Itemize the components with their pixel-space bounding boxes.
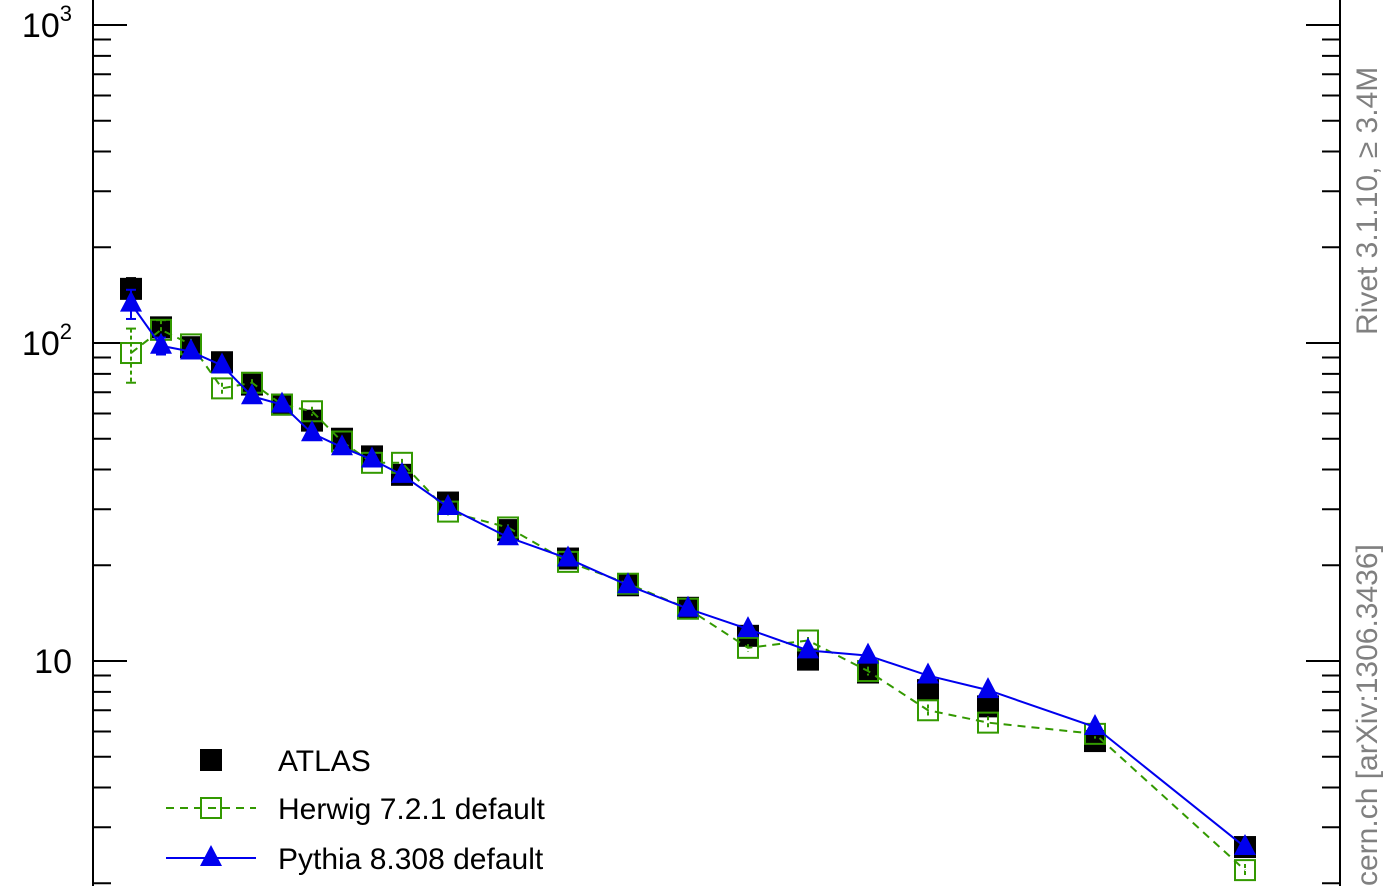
data-point — [917, 699, 939, 722]
series-line — [130, 303, 1246, 848]
data-point — [241, 383, 263, 405]
data-point — [677, 595, 699, 617]
data-point — [977, 677, 999, 699]
data-point — [617, 572, 639, 594]
data-point — [361, 446, 383, 468]
data-point — [917, 662, 939, 684]
data-point — [1084, 714, 1106, 736]
data-point — [331, 434, 353, 456]
legend-label: ATLAS — [278, 745, 371, 778]
data-point — [557, 545, 579, 567]
y-tick-label: 103 — [22, 1, 72, 45]
legend-label: Pythia 8.308 default — [278, 843, 544, 876]
data-point — [977, 695, 999, 718]
data-point — [211, 377, 233, 400]
data-point — [737, 616, 759, 638]
series-2 — [120, 288, 1256, 856]
rivet-version-label: Rivet 3.1.10, ≥ 3.4M — [1351, 67, 1384, 335]
legend-marker — [200, 845, 222, 866]
data-point — [391, 461, 413, 483]
series-line — [130, 328, 1246, 871]
data-point — [120, 290, 142, 312]
legend-item-2: Pythia 8.308 default — [166, 843, 544, 876]
axis-ticks — [93, 24, 1340, 885]
y-tick-exponent: 3 — [60, 1, 72, 26]
y-tick-exponent: 2 — [60, 319, 72, 344]
series-layer — [120, 277, 1256, 882]
data-point — [1234, 834, 1256, 856]
y-tick-base: 10 — [22, 325, 60, 363]
data-point — [1084, 730, 1106, 753]
data-point — [797, 637, 819, 659]
y-tick-label: 102 — [22, 319, 72, 363]
data-point — [977, 711, 999, 734]
data-point — [917, 679, 939, 702]
legend-label: Herwig 7.2.1 default — [278, 793, 545, 826]
legend-item-1: Herwig 7.2.1 default — [166, 793, 545, 826]
source-reference-label: cern.ch [arXiv:1306.3436] — [1351, 544, 1384, 886]
legend-item-0: ATLAS — [200, 745, 371, 778]
data-point — [497, 524, 519, 546]
data-point — [211, 352, 233, 374]
data-point — [857, 661, 879, 684]
legend-marker — [200, 797, 222, 819]
data-point — [857, 642, 879, 664]
data-point — [150, 332, 172, 354]
data-point — [1234, 859, 1256, 882]
legend-marker — [200, 749, 222, 771]
data-point — [180, 338, 202, 360]
axes-frame — [92, 0, 1341, 886]
y-tick-base: 10 — [34, 643, 72, 681]
y-tick-base: 10 — [22, 7, 60, 45]
data-point — [120, 342, 142, 365]
y-tick-label: 10 — [34, 643, 72, 681]
data-point — [737, 636, 759, 659]
data-point — [271, 391, 293, 413]
data-point — [301, 420, 323, 442]
data-point — [437, 493, 459, 515]
legend: ATLAS Herwig 7.2.1 default Pythia 8.308 de… — [166, 745, 545, 876]
